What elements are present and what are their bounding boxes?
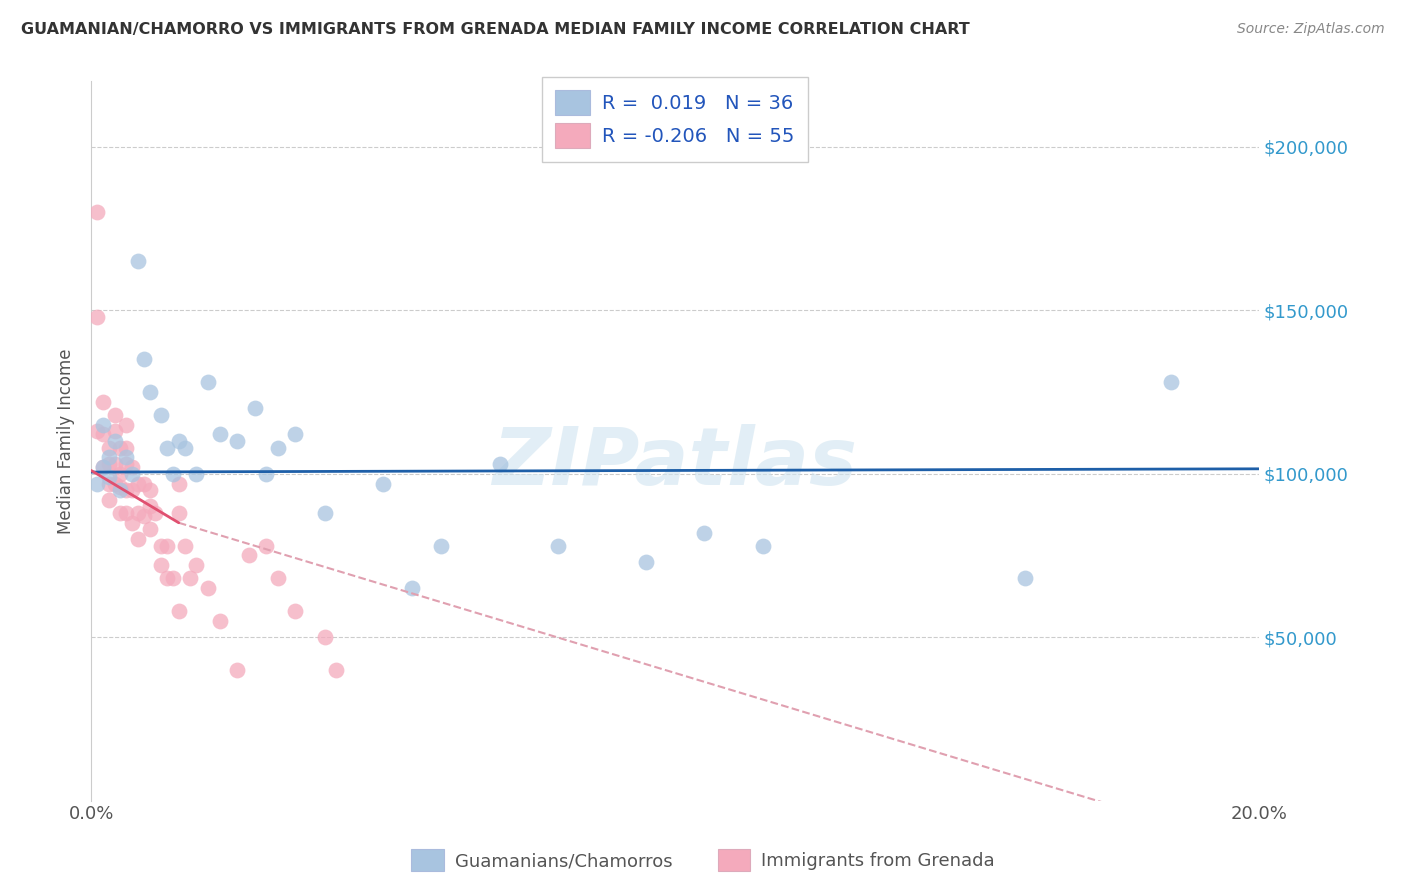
Point — [314, 506, 336, 520]
Point — [150, 558, 173, 573]
Point — [97, 441, 120, 455]
Point — [167, 604, 190, 618]
Point — [103, 408, 125, 422]
Point — [91, 460, 114, 475]
Point — [110, 467, 132, 481]
Point — [138, 522, 160, 536]
Point — [91, 394, 114, 409]
Point — [97, 450, 120, 465]
Point — [489, 457, 512, 471]
Point — [156, 571, 179, 585]
Point — [115, 483, 138, 497]
Point — [132, 352, 155, 367]
Point — [138, 384, 160, 399]
Point — [254, 539, 277, 553]
Point — [91, 417, 114, 432]
Point — [138, 500, 160, 514]
Text: Source: ZipAtlas.com: Source: ZipAtlas.com — [1237, 22, 1385, 37]
Point — [156, 441, 179, 455]
Point — [186, 467, 208, 481]
Point — [243, 401, 266, 416]
Point — [103, 434, 125, 448]
Point — [103, 457, 125, 471]
Point — [179, 571, 201, 585]
Point — [115, 457, 138, 471]
Point — [132, 509, 155, 524]
Point — [86, 476, 108, 491]
Point — [150, 539, 173, 553]
Point — [162, 571, 184, 585]
Point — [186, 558, 208, 573]
Point — [226, 434, 249, 448]
Point — [115, 441, 138, 455]
Point — [127, 476, 149, 491]
Point — [127, 254, 149, 268]
Point — [401, 581, 423, 595]
Point — [634, 555, 657, 569]
Point — [208, 614, 231, 628]
Point — [86, 424, 108, 438]
Point — [115, 417, 138, 432]
Point — [208, 427, 231, 442]
Point — [138, 483, 160, 497]
Point — [91, 460, 114, 475]
Point — [167, 506, 190, 520]
Point — [284, 427, 307, 442]
Point — [103, 476, 125, 491]
Point — [267, 571, 290, 585]
Point — [173, 441, 195, 455]
Point — [371, 476, 394, 491]
Point — [110, 483, 132, 497]
Point — [145, 506, 167, 520]
Point — [150, 408, 173, 422]
Point — [751, 539, 773, 553]
Point — [132, 476, 155, 491]
Point — [110, 480, 132, 494]
Point — [325, 663, 347, 677]
Point — [97, 476, 120, 491]
Point — [267, 441, 290, 455]
Point — [314, 630, 336, 644]
Point — [127, 532, 149, 546]
Point — [121, 460, 143, 475]
Point — [97, 457, 120, 471]
Point — [430, 539, 453, 553]
Point — [1160, 375, 1182, 389]
Point — [167, 434, 190, 448]
Point — [115, 506, 138, 520]
Point — [167, 476, 190, 491]
Point — [254, 467, 277, 481]
Point — [284, 604, 307, 618]
Text: ZIPatlas: ZIPatlas — [492, 424, 858, 501]
Point — [693, 525, 716, 540]
Point — [121, 467, 143, 481]
Point — [121, 516, 143, 530]
Point — [156, 539, 179, 553]
Point — [115, 450, 138, 465]
Point — [197, 581, 219, 595]
Point — [162, 467, 184, 481]
Point — [86, 310, 108, 324]
Point — [1014, 571, 1036, 585]
Point — [238, 549, 260, 563]
Point — [226, 663, 249, 677]
Point — [97, 470, 120, 484]
Point — [547, 539, 569, 553]
Point — [110, 441, 132, 455]
Point — [86, 205, 108, 219]
Point — [121, 483, 143, 497]
Point — [173, 539, 195, 553]
Text: GUAMANIAN/CHAMORRO VS IMMIGRANTS FROM GRENADA MEDIAN FAMILY INCOME CORRELATION C: GUAMANIAN/CHAMORRO VS IMMIGRANTS FROM GR… — [21, 22, 970, 37]
Legend: R =  0.019   N = 36, R = -0.206   N = 55: R = 0.019 N = 36, R = -0.206 N = 55 — [541, 77, 808, 161]
Point — [197, 375, 219, 389]
Y-axis label: Median Family Income: Median Family Income — [58, 348, 75, 533]
Point — [127, 506, 149, 520]
Point — [110, 506, 132, 520]
Point — [91, 427, 114, 442]
Point — [97, 492, 120, 507]
Point — [103, 424, 125, 438]
Legend: Guamanians/Chamorros, Immigrants from Grenada: Guamanians/Chamorros, Immigrants from Gr… — [405, 842, 1001, 879]
